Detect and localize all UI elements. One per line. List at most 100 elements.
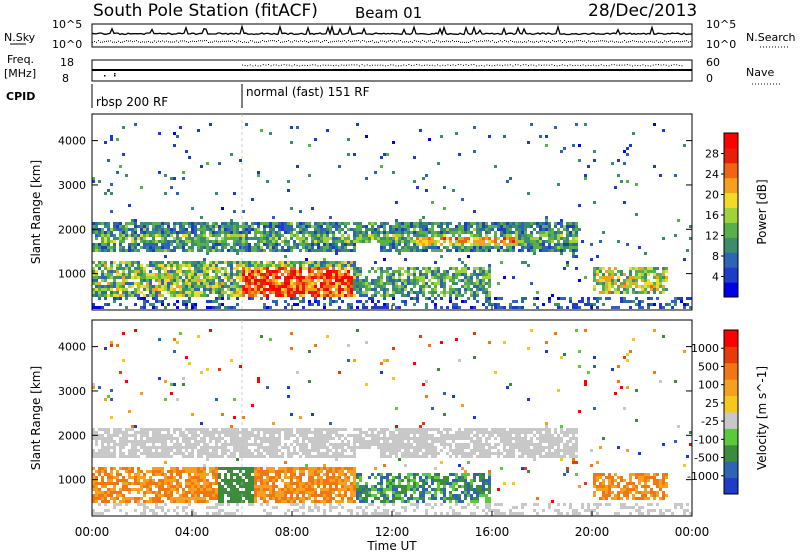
power-cell <box>287 246 290 249</box>
nave-dot <box>418 64 420 66</box>
power-cell <box>284 255 287 258</box>
velocity-cell <box>221 455 224 458</box>
power-cell <box>134 234 137 237</box>
power-cell <box>284 222 287 225</box>
velocity-cell <box>131 443 134 446</box>
power-cell <box>188 267 191 270</box>
velocity-cell <box>215 506 218 509</box>
noise-search-dot <box>148 40 149 42</box>
power-cell <box>353 243 356 246</box>
noise-search-dot <box>354 40 355 42</box>
power-cell <box>248 276 251 279</box>
power-cell <box>206 252 209 255</box>
nave-dot <box>413 64 415 66</box>
power-cell <box>338 225 341 228</box>
velocity-cell <box>233 488 236 491</box>
power-cell <box>194 282 197 285</box>
power-cell <box>224 225 227 228</box>
power-cell <box>260 246 263 249</box>
power-cell <box>260 267 263 270</box>
velocity-cell <box>155 428 158 431</box>
power-cell <box>449 288 452 291</box>
velocity-cell <box>224 452 227 455</box>
velocity-cell <box>230 491 233 494</box>
velocity-cell <box>266 452 269 455</box>
velocity-cell <box>158 467 161 470</box>
power-cell <box>233 231 236 234</box>
power-cell <box>512 243 515 246</box>
velocity-cell <box>203 431 206 434</box>
velocity-cell <box>107 482 110 485</box>
power-cell <box>197 222 200 225</box>
power-cell <box>497 243 500 246</box>
power-cell <box>230 267 233 270</box>
power-cell <box>653 270 656 273</box>
velocity-cell <box>239 479 242 482</box>
power-cell <box>512 276 515 279</box>
velocity-cell <box>236 476 239 479</box>
velocity-cell <box>191 446 194 449</box>
nave-dot <box>330 64 332 66</box>
velocity-cell <box>206 446 209 449</box>
velocity-cell <box>278 449 281 452</box>
velocity-cell <box>182 452 185 455</box>
velocity-cell <box>245 473 248 476</box>
velocity-cell <box>263 428 266 431</box>
power-cell <box>179 222 182 225</box>
power-cell <box>575 231 578 234</box>
power-cell <box>374 282 377 285</box>
velocity-cell <box>101 434 104 437</box>
velocity-cell <box>206 506 209 509</box>
power-cell <box>455 249 458 252</box>
power-cell <box>395 240 398 243</box>
power-cell <box>281 228 284 231</box>
power-cell <box>662 285 665 288</box>
power-cell <box>413 222 416 225</box>
velocity-cell <box>233 485 236 488</box>
velocity-cell <box>200 440 203 443</box>
velocity-cell <box>245 497 248 500</box>
power-cell <box>374 171 377 174</box>
power-cell <box>146 249 149 252</box>
noise-search-dot <box>236 41 237 43</box>
power-cell <box>371 300 374 303</box>
power-cell <box>434 270 437 273</box>
power-cell <box>92 270 95 273</box>
power-cell <box>212 270 215 273</box>
noise-search-dot <box>106 40 107 42</box>
power-cell <box>206 225 209 228</box>
velocity-cell <box>185 497 188 500</box>
power-cell <box>269 249 272 252</box>
nave-dot <box>426 64 428 66</box>
velocity-cell <box>212 431 215 434</box>
power-cell <box>188 240 191 243</box>
velocity-cell <box>221 431 224 434</box>
noise-search-dot <box>168 41 169 43</box>
velocity-cell <box>119 437 122 440</box>
velocity-cell <box>212 473 215 476</box>
power-cell <box>209 276 212 279</box>
power-cell <box>245 222 248 225</box>
velocity-cell <box>206 488 209 491</box>
velocity-cell <box>146 482 149 485</box>
power-cell <box>635 183 638 186</box>
power-cell <box>575 222 578 225</box>
power-cell <box>305 279 308 282</box>
power-cell <box>287 270 290 273</box>
noise-search-dot <box>678 41 679 43</box>
velocity-cell <box>134 452 137 455</box>
power-cell <box>293 276 296 279</box>
power-cell <box>368 234 371 237</box>
power-cell <box>314 234 317 237</box>
power-cell <box>512 240 515 243</box>
power-cell <box>419 240 422 243</box>
power-cell <box>647 303 650 306</box>
power-cell <box>440 276 443 279</box>
power-cell <box>314 273 317 276</box>
power-cell <box>443 273 446 276</box>
noise-search-dot <box>424 40 425 42</box>
power-cell <box>410 237 413 240</box>
velocity-cell <box>260 455 263 458</box>
power-cell <box>212 240 215 243</box>
power-cell <box>218 162 221 165</box>
